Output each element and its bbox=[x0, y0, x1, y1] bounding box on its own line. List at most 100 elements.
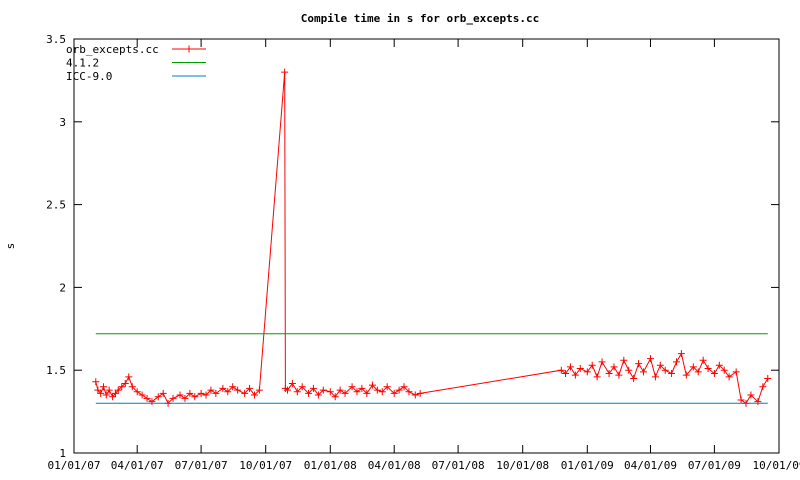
y-tick-label: 2 bbox=[59, 281, 66, 294]
data-point bbox=[562, 370, 570, 378]
data-point bbox=[181, 394, 189, 402]
data-point bbox=[159, 389, 167, 397]
legend-label: ICC-9.0 bbox=[66, 70, 112, 83]
y-tick-label: 3.5 bbox=[46, 33, 66, 46]
data-point bbox=[630, 374, 638, 382]
data-point bbox=[207, 386, 215, 394]
legend-marker-0 bbox=[185, 45, 193, 53]
data-point bbox=[102, 391, 110, 399]
y-axis-label: s bbox=[4, 243, 17, 250]
data-point bbox=[197, 389, 205, 397]
data-point bbox=[99, 383, 107, 391]
data-point bbox=[635, 360, 643, 368]
legend-label: orb_excepts.cc bbox=[66, 43, 159, 56]
y-tick-label: 2.5 bbox=[46, 199, 66, 212]
data-point bbox=[353, 388, 361, 396]
data-point bbox=[186, 389, 194, 397]
x-tick-label: 07/01/07 bbox=[175, 459, 228, 472]
x-tick-label: 01/01/09 bbox=[561, 459, 614, 472]
series-layer bbox=[92, 68, 772, 407]
data-point bbox=[298, 383, 306, 391]
data-point bbox=[305, 389, 313, 397]
data-point bbox=[314, 391, 322, 399]
data-point bbox=[656, 361, 664, 369]
ticks-layer: 01/01/07 04/01/07 07/01/07 10/01/07 01/01/08… bbox=[46, 33, 800, 472]
data-point bbox=[720, 366, 728, 374]
x-tick-label: 01/01/08 bbox=[304, 459, 357, 472]
data-point bbox=[293, 388, 301, 396]
data-point bbox=[105, 386, 113, 394]
data-point bbox=[143, 394, 151, 402]
data-point bbox=[336, 386, 344, 394]
data-point bbox=[605, 370, 613, 378]
data-point bbox=[583, 368, 591, 376]
x-tick-label: 10/01/08 bbox=[496, 459, 549, 472]
data-point bbox=[704, 365, 712, 373]
data-point bbox=[610, 363, 618, 371]
data-point bbox=[661, 366, 669, 374]
data-point bbox=[689, 363, 697, 371]
data-point bbox=[176, 391, 184, 399]
data-point bbox=[672, 358, 680, 366]
data-point bbox=[219, 384, 227, 392]
data-point bbox=[331, 393, 339, 401]
data-point bbox=[255, 386, 263, 394]
data-point bbox=[358, 384, 366, 392]
data-point bbox=[363, 389, 371, 397]
data-point bbox=[319, 386, 327, 394]
data-point bbox=[710, 370, 718, 378]
data-point bbox=[378, 388, 386, 396]
data-point bbox=[202, 391, 210, 399]
data-point bbox=[588, 361, 596, 369]
data-point bbox=[125, 373, 133, 381]
data-point bbox=[138, 391, 146, 399]
data-point bbox=[725, 373, 733, 381]
x-tick-label: 10/01/07 bbox=[239, 459, 292, 472]
data-point bbox=[682, 371, 690, 379]
data-point bbox=[234, 386, 242, 394]
data-point bbox=[309, 384, 317, 392]
x-tick-label: 07/01/08 bbox=[432, 459, 485, 472]
data-point bbox=[395, 386, 403, 394]
data-point bbox=[557, 366, 565, 374]
chart-title: Compile time in s for orb_excepts.cc bbox=[301, 12, 539, 25]
data-point bbox=[639, 368, 647, 376]
data-point bbox=[390, 389, 398, 397]
data-point bbox=[283, 386, 291, 394]
data-point bbox=[625, 366, 633, 374]
data-point bbox=[620, 356, 628, 364]
data-point bbox=[92, 378, 100, 386]
x-tick-label: 01/01/07 bbox=[48, 459, 101, 472]
plot-border bbox=[73, 38, 780, 454]
data-point bbox=[383, 383, 391, 391]
data-point bbox=[326, 388, 334, 396]
data-point bbox=[169, 394, 177, 402]
data-point bbox=[246, 384, 254, 392]
data-point bbox=[593, 373, 601, 381]
data-point bbox=[224, 388, 232, 396]
data-point bbox=[133, 388, 141, 396]
data-point bbox=[288, 379, 296, 387]
data-point bbox=[114, 386, 122, 394]
x-tick-label: 07/01/09 bbox=[688, 459, 741, 472]
data-point bbox=[128, 383, 136, 391]
data-point bbox=[715, 361, 723, 369]
data-point bbox=[341, 389, 349, 397]
data-point bbox=[148, 398, 156, 406]
data-point bbox=[368, 381, 376, 389]
data-point bbox=[571, 371, 579, 379]
data-point bbox=[348, 383, 356, 391]
data-point bbox=[241, 389, 249, 397]
data-point bbox=[121, 379, 129, 387]
data-point bbox=[191, 393, 199, 401]
data-point bbox=[400, 383, 408, 391]
legend-label: 4.1.2 bbox=[66, 57, 99, 70]
data-point bbox=[598, 358, 606, 366]
data-point bbox=[764, 374, 772, 382]
data-point bbox=[212, 389, 220, 397]
data-point bbox=[759, 383, 767, 391]
data-point bbox=[416, 389, 424, 397]
data-point bbox=[373, 386, 381, 394]
